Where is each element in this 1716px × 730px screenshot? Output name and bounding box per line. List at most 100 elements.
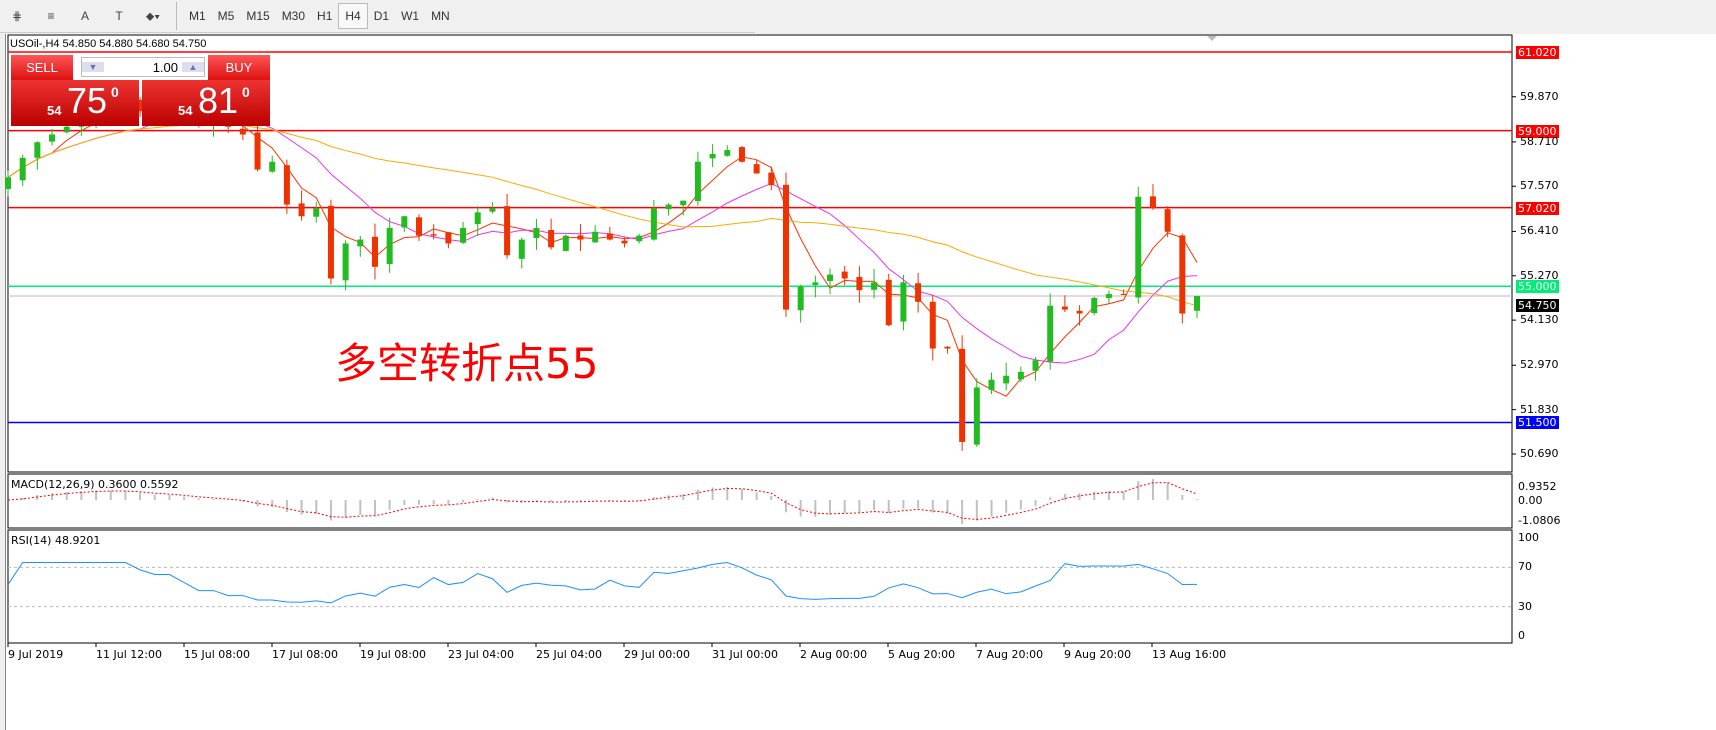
macd-tick-label: 0.00 <box>1518 494 1543 507</box>
time-label: 2 Aug 00:00 <box>800 648 868 661</box>
candle-body <box>1017 371 1024 380</box>
candle-body <box>900 282 907 322</box>
lot-increase-icon[interactable]: ▲ <box>182 62 204 72</box>
timeframe-w1[interactable]: W1 <box>401 9 420 23</box>
candle-body <box>1194 296 1200 311</box>
price-tick-label: 51.830 <box>1520 402 1559 416</box>
candle-body <box>239 128 246 135</box>
candle-body <box>386 227 393 265</box>
time-label: 25 Jul 04:00 <box>536 648 602 661</box>
candle-body <box>489 208 496 212</box>
candle-body <box>1003 375 1010 384</box>
lot-decrease-icon[interactable]: ▼ <box>82 62 104 72</box>
candle-body <box>504 206 511 256</box>
candle-body <box>327 205 334 279</box>
main-pane-frame <box>7 34 1513 473</box>
sell-button[interactable]: SELL <box>11 55 73 80</box>
timeframe-m1[interactable]: M1 <box>189 9 206 23</box>
candle-body <box>63 126 70 133</box>
timeframe-m15[interactable]: M15 <box>246 9 270 23</box>
candle-body <box>621 240 628 244</box>
time-label: 5 Aug 20:00 <box>888 648 956 661</box>
candle-body <box>1135 196 1142 298</box>
candle-body <box>1061 306 1068 310</box>
candle-body <box>283 165 290 205</box>
candle-body <box>694 161 701 202</box>
candle-body <box>1149 196 1156 209</box>
price-tick-label: 52.970 <box>1520 358 1559 372</box>
candle-body <box>885 279 892 326</box>
candle-body <box>401 216 408 228</box>
macd-tick-label: 0.9352 <box>1518 480 1557 493</box>
price-tick-label: 50.690 <box>1520 447 1559 460</box>
annotation-text[interactable]: 多空转折点55 <box>335 339 599 388</box>
time-label: 11 Jul 12:00 <box>96 648 162 661</box>
toolbar: ⋕ ≡ A T ⬥▾ M1 M5 M15 M30 H1 H4 D1 W1 MN <box>0 0 755 33</box>
candle-body <box>856 276 863 291</box>
candle-body <box>577 235 584 240</box>
candle-body <box>680 200 687 206</box>
buy-price-sup: 0 <box>242 84 250 100</box>
lot-size-field[interactable]: ▼ 1.00 ▲ <box>81 57 205 77</box>
chart-title: USOil-,H4 54.850 54.880 54.680 54.750 <box>10 38 207 50</box>
level-tag-61.020: 61.020 <box>1516 46 1559 59</box>
timeframe-d1[interactable]: D1 <box>373 9 390 23</box>
candle-body <box>49 134 56 142</box>
candle-body <box>460 227 467 243</box>
text-label-icon[interactable]: T <box>115 9 123 23</box>
candle-body <box>797 286 804 311</box>
candle-body <box>738 147 745 162</box>
macd-signal-line <box>7 482 1198 520</box>
rsi-label: RSI(14) 48.9201 <box>11 534 101 547</box>
candle-body <box>445 232 452 244</box>
timeframe-mn[interactable]: MN <box>431 9 450 23</box>
candle-body <box>137 99 144 112</box>
time-label: 7 Aug 20:00 <box>976 648 1044 661</box>
candle-body <box>371 236 378 267</box>
buy-price-button[interactable]: 54 81 0 <box>142 80 270 126</box>
candle-body <box>606 233 613 240</box>
candle-body <box>474 212 481 225</box>
rsi-tick-label: 100 <box>1518 531 1539 544</box>
current-price-tag: 54.750 <box>1516 299 1559 312</box>
macd-label: MACD(12,26,9) 0.3600 0.5592 <box>11 478 179 491</box>
candle-body <box>34 142 41 158</box>
candle-body <box>342 243 349 281</box>
candle-body <box>1091 297 1098 313</box>
candle-body <box>1120 293 1127 295</box>
candle-body <box>665 204 672 210</box>
rsi-tick-label: 30 <box>1518 599 1532 613</box>
candle-body <box>709 153 716 159</box>
timeframe-h4[interactable]: H4 <box>338 3 368 29</box>
candle-body <box>313 208 320 217</box>
sell-price-button[interactable]: 54 75 0 <box>11 80 139 126</box>
candle-body <box>929 301 936 349</box>
level-tag-51.500: 51.500 <box>1516 416 1559 430</box>
rsi-tick-label: 70 <box>1518 560 1532 574</box>
price-tick-label: 55.270 <box>1520 268 1559 282</box>
candle-body <box>548 230 555 248</box>
time-label: 9 Jul 2019 <box>8 648 64 661</box>
level-tag-55.000: 55.000 <box>1516 280 1559 294</box>
time-label: 29 Jul 00:00 <box>624 648 690 661</box>
chart-window[interactable] <box>5 34 1716 730</box>
fibo-icon[interactable]: ≡ <box>47 9 55 23</box>
timeframe-m5[interactable]: M5 <box>217 9 235 23</box>
buy-button[interactable]: BUY <box>208 55 270 80</box>
text-icon[interactable]: A <box>80 9 89 23</box>
candle-body <box>562 235 569 251</box>
candle-body <box>871 282 878 290</box>
timeframe-h1[interactable]: H1 <box>317 9 333 23</box>
candle-body <box>973 387 980 445</box>
timeframe-m30[interactable]: M30 <box>281 9 306 23</box>
candle-body <box>19 157 26 181</box>
candle-body <box>357 239 364 247</box>
elliott-icon[interactable]: ⋕ <box>11 9 23 23</box>
ma-fast-line <box>7 107 1198 397</box>
buy-price-main: 81 <box>198 80 239 121</box>
candle-body <box>5 177 11 189</box>
time-label: 17 Jul 08:00 <box>272 648 338 661</box>
arrows-icon[interactable]: ⬥▾ <box>145 8 161 23</box>
lot-value[interactable]: 1.00 <box>152 59 178 75</box>
price-tick-label: 56.410 <box>1520 224 1559 238</box>
